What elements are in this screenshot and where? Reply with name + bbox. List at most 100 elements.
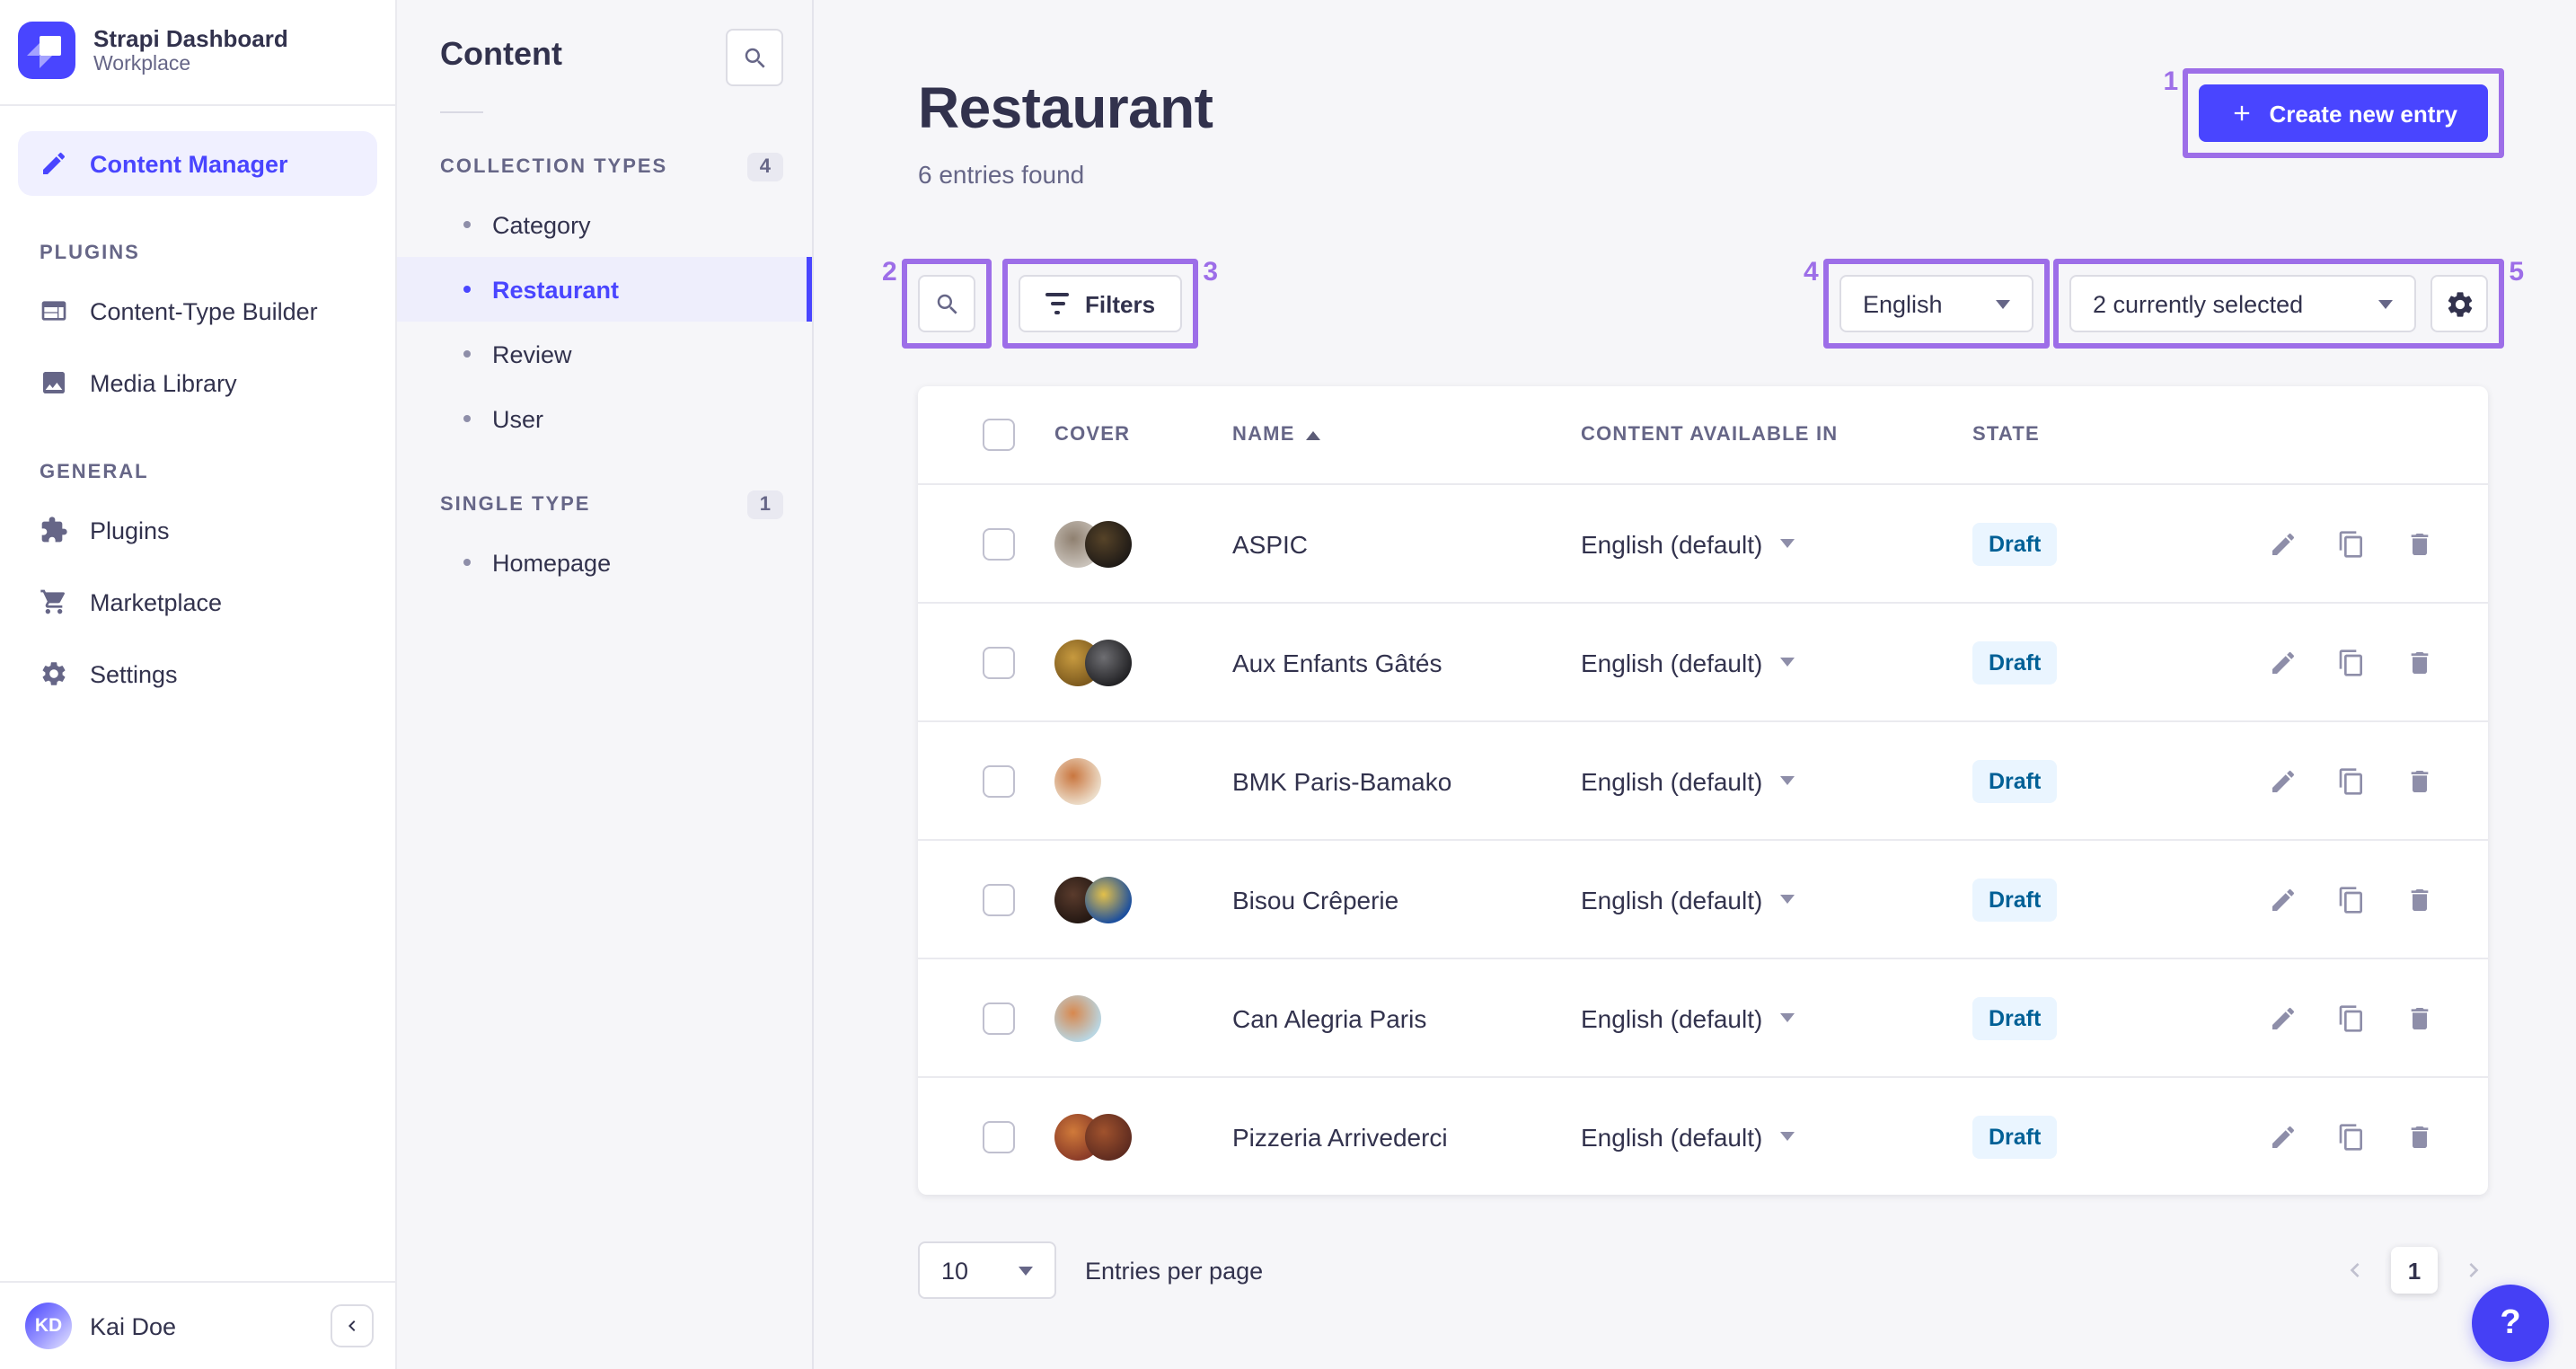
select-all-checkbox[interactable]	[983, 419, 1015, 451]
locale-cell[interactable]: English (default)	[1581, 529, 1972, 558]
previous-page-button[interactable]	[2341, 1256, 2369, 1285]
collection-item-category[interactable]: Category	[397, 192, 812, 257]
collection-item-label: Homepage	[492, 549, 612, 576]
delete-button[interactable]	[2405, 1122, 2434, 1151]
table-row: Can Alegria Paris English (default) Draf…	[918, 958, 2488, 1076]
entries-count: 6 entries found	[918, 160, 1085, 189]
subnav-divider	[440, 111, 483, 113]
edit-button[interactable]	[2269, 766, 2298, 795]
filter-icon	[1045, 292, 1069, 315]
pagination: 10 Entries per page 1	[918, 1241, 2488, 1299]
state-cell: Draft	[1972, 522, 2262, 565]
duplicate-button[interactable]	[2337, 1122, 2366, 1151]
table-header-row: COVER NAME CONTENT AVAILABLE IN STATE	[918, 386, 2488, 483]
filters-button[interactable]: Filters	[1019, 275, 1183, 332]
next-page-button[interactable]	[2459, 1256, 2488, 1285]
duplicate-button[interactable]	[2337, 1003, 2366, 1032]
duplicate-icon	[2339, 1004, 2362, 1031]
pencil-icon	[2272, 769, 2295, 791]
user-menu[interactable]: KD Kai Doe	[25, 1303, 176, 1349]
view-settings-button[interactable]	[2430, 275, 2488, 332]
collection-item-review[interactable]: Review	[397, 322, 812, 386]
locale-cell[interactable]: English (default)	[1581, 1122, 1972, 1151]
sidebar-item-plugins[interactable]: Plugins	[18, 498, 377, 562]
delete-button[interactable]	[2405, 648, 2434, 676]
fields-select[interactable]: 2 currently selected	[2069, 275, 2416, 332]
status-badge: Draft	[1972, 522, 2058, 565]
delete-button[interactable]	[2405, 1003, 2434, 1032]
bullet-icon	[463, 559, 471, 566]
trash-icon	[2411, 770, 2429, 791]
sidebar-item-media-library[interactable]: Media Library	[18, 350, 377, 415]
edit-button[interactable]	[2269, 885, 2298, 914]
delete-button[interactable]	[2405, 885, 2434, 914]
help-button[interactable]: ?	[2472, 1285, 2549, 1362]
page-size-select[interactable]: 10	[918, 1241, 1056, 1299]
annotation-2: 2	[882, 259, 992, 349]
locale-cell[interactable]: English (default)	[1581, 885, 1972, 914]
action-bar: 2 3 Filters 4 English	[882, 259, 2524, 349]
column-header-cover: COVER	[1054, 424, 1131, 446]
delete-button[interactable]	[2405, 766, 2434, 795]
duplicate-icon	[2339, 530, 2362, 557]
row-checkbox[interactable]	[983, 527, 1015, 560]
cover-images	[1054, 639, 1232, 685]
collection-item-homepage[interactable]: Homepage	[397, 530, 812, 595]
chevron-down-icon	[1780, 539, 1795, 548]
row-checkbox[interactable]	[983, 764, 1015, 797]
edit-button[interactable]	[2269, 529, 2298, 558]
create-new-entry-button[interactable]: Create new entry	[2199, 84, 2488, 142]
subnav-group-collection-types: COLLECTION TYPES 4 Category Restaurant R…	[397, 153, 812, 451]
table-row: Pizzeria Arrivederci English (default) D…	[918, 1076, 2488, 1195]
subnav-search-button[interactable]	[726, 29, 783, 86]
delete-button[interactable]	[2405, 529, 2434, 558]
status-badge: Draft	[1972, 996, 2058, 1039]
chevron-down-icon	[1996, 299, 2010, 308]
locale-cell[interactable]: English (default)	[1581, 766, 1972, 795]
locale-select[interactable]: English	[1839, 275, 2033, 332]
pencil-icon	[2272, 650, 2295, 673]
column-header-name[interactable]: NAME	[1232, 424, 1581, 446]
entries-table: COVER NAME CONTENT AVAILABLE IN STATE AS…	[918, 386, 2488, 1195]
duplicate-button[interactable]	[2337, 766, 2366, 795]
subnav-group-label: SINGLE TYPE	[440, 494, 591, 516]
row-checkbox[interactable]	[983, 646, 1015, 678]
locale-value: English (default)	[1581, 766, 1763, 795]
bullet-icon	[463, 286, 471, 293]
media-icon	[43, 372, 65, 393]
sidebar-item-marketplace[interactable]: Marketplace	[18, 570, 377, 634]
chevron-left-icon	[2350, 1263, 2360, 1277]
pagination-right: 1	[2341, 1247, 2488, 1294]
search-button[interactable]	[918, 275, 975, 332]
row-checkbox[interactable]	[983, 1002, 1015, 1034]
table-row: Bisou Crêperie English (default) Draft	[918, 839, 2488, 958]
table-row: Aux Enfants Gâtés English (default) Draf…	[918, 602, 2488, 720]
collapse-sidebar-button[interactable]	[331, 1304, 374, 1347]
collection-item-user[interactable]: User	[397, 386, 812, 451]
row-checkbox[interactable]	[983, 883, 1015, 915]
entry-name: Pizzeria Arrivederci	[1232, 1122, 1448, 1151]
sidebar-item-settings[interactable]: Settings	[18, 641, 377, 706]
page-1-button[interactable]: 1	[2391, 1247, 2438, 1294]
locale-cell[interactable]: English (default)	[1581, 1003, 1972, 1032]
edit-button[interactable]	[2269, 648, 2298, 676]
edit-button[interactable]	[2269, 1003, 2298, 1032]
state-cell: Draft	[1972, 640, 2262, 684]
sidebar-item-content-manager[interactable]: Content Manager	[18, 131, 377, 196]
duplicate-button[interactable]	[2337, 648, 2366, 676]
locale-cell[interactable]: English (default)	[1581, 648, 1972, 676]
collection-item-restaurant[interactable]: Restaurant	[397, 257, 812, 322]
edit-button[interactable]	[2269, 1122, 2298, 1151]
chevron-down-icon	[1780, 658, 1795, 667]
duplicate-button[interactable]	[2337, 885, 2366, 914]
puzzle-icon	[41, 517, 67, 543]
nav-section-label: PLUGINS	[40, 243, 140, 264]
duplicate-button[interactable]	[2337, 529, 2366, 558]
search-icon	[936, 293, 957, 314]
entry-name: Aux Enfants Gâtés	[1232, 648, 1442, 676]
locale-value: English (default)	[1581, 1003, 1763, 1032]
row-checkbox[interactable]	[983, 1120, 1015, 1153]
sidebar-item-content-type-builder[interactable]: Content-Type Builder	[18, 278, 377, 343]
cover-image	[1085, 1113, 1132, 1160]
sidebar-item-label: Content-Type Builder	[90, 297, 318, 324]
